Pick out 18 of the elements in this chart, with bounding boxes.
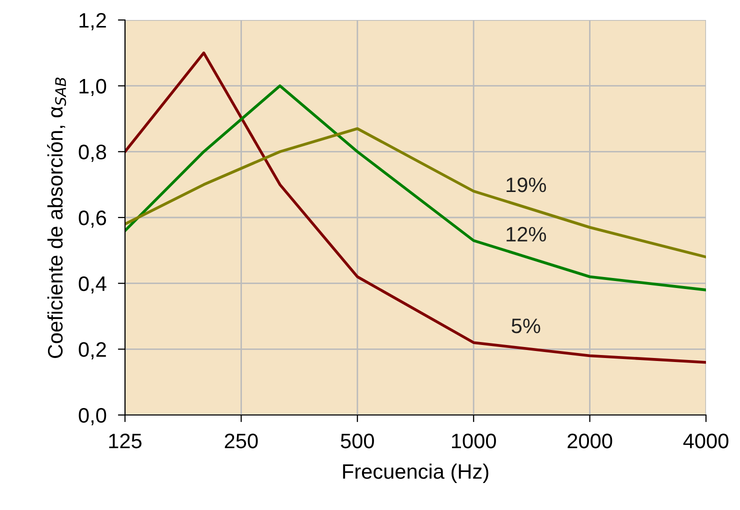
y-tick-label: 0,2	[78, 342, 106, 360]
y-tick-label: 0,0	[78, 408, 106, 426]
x-tick-label: 125	[109, 434, 142, 448]
y-axis-title: Coeficiente de absorción, α$_{SAB}$	[47, 78, 66, 358]
y-tick-label: 1,2	[80, 13, 106, 30]
series-label: 5%	[512, 318, 540, 334]
y-tick-label: 0,6	[78, 210, 106, 228]
x-tick-label: 2000	[568, 434, 612, 448]
y-tick-label: 0,8	[78, 144, 106, 162]
x-tick-label: 500	[340, 434, 374, 448]
y-tick-label: 0,4	[78, 276, 106, 294]
x-axis-title: Frecuencia (Hz)	[343, 464, 488, 483]
x-tick-label: 250	[224, 434, 258, 448]
series-label: 19%	[506, 177, 546, 192]
x-tick-label: 4000	[683, 434, 728, 448]
x-tick-label: 1000	[452, 434, 496, 448]
y-tick-label: 1,0	[80, 78, 106, 96]
series-label: 12%	[506, 226, 546, 242]
